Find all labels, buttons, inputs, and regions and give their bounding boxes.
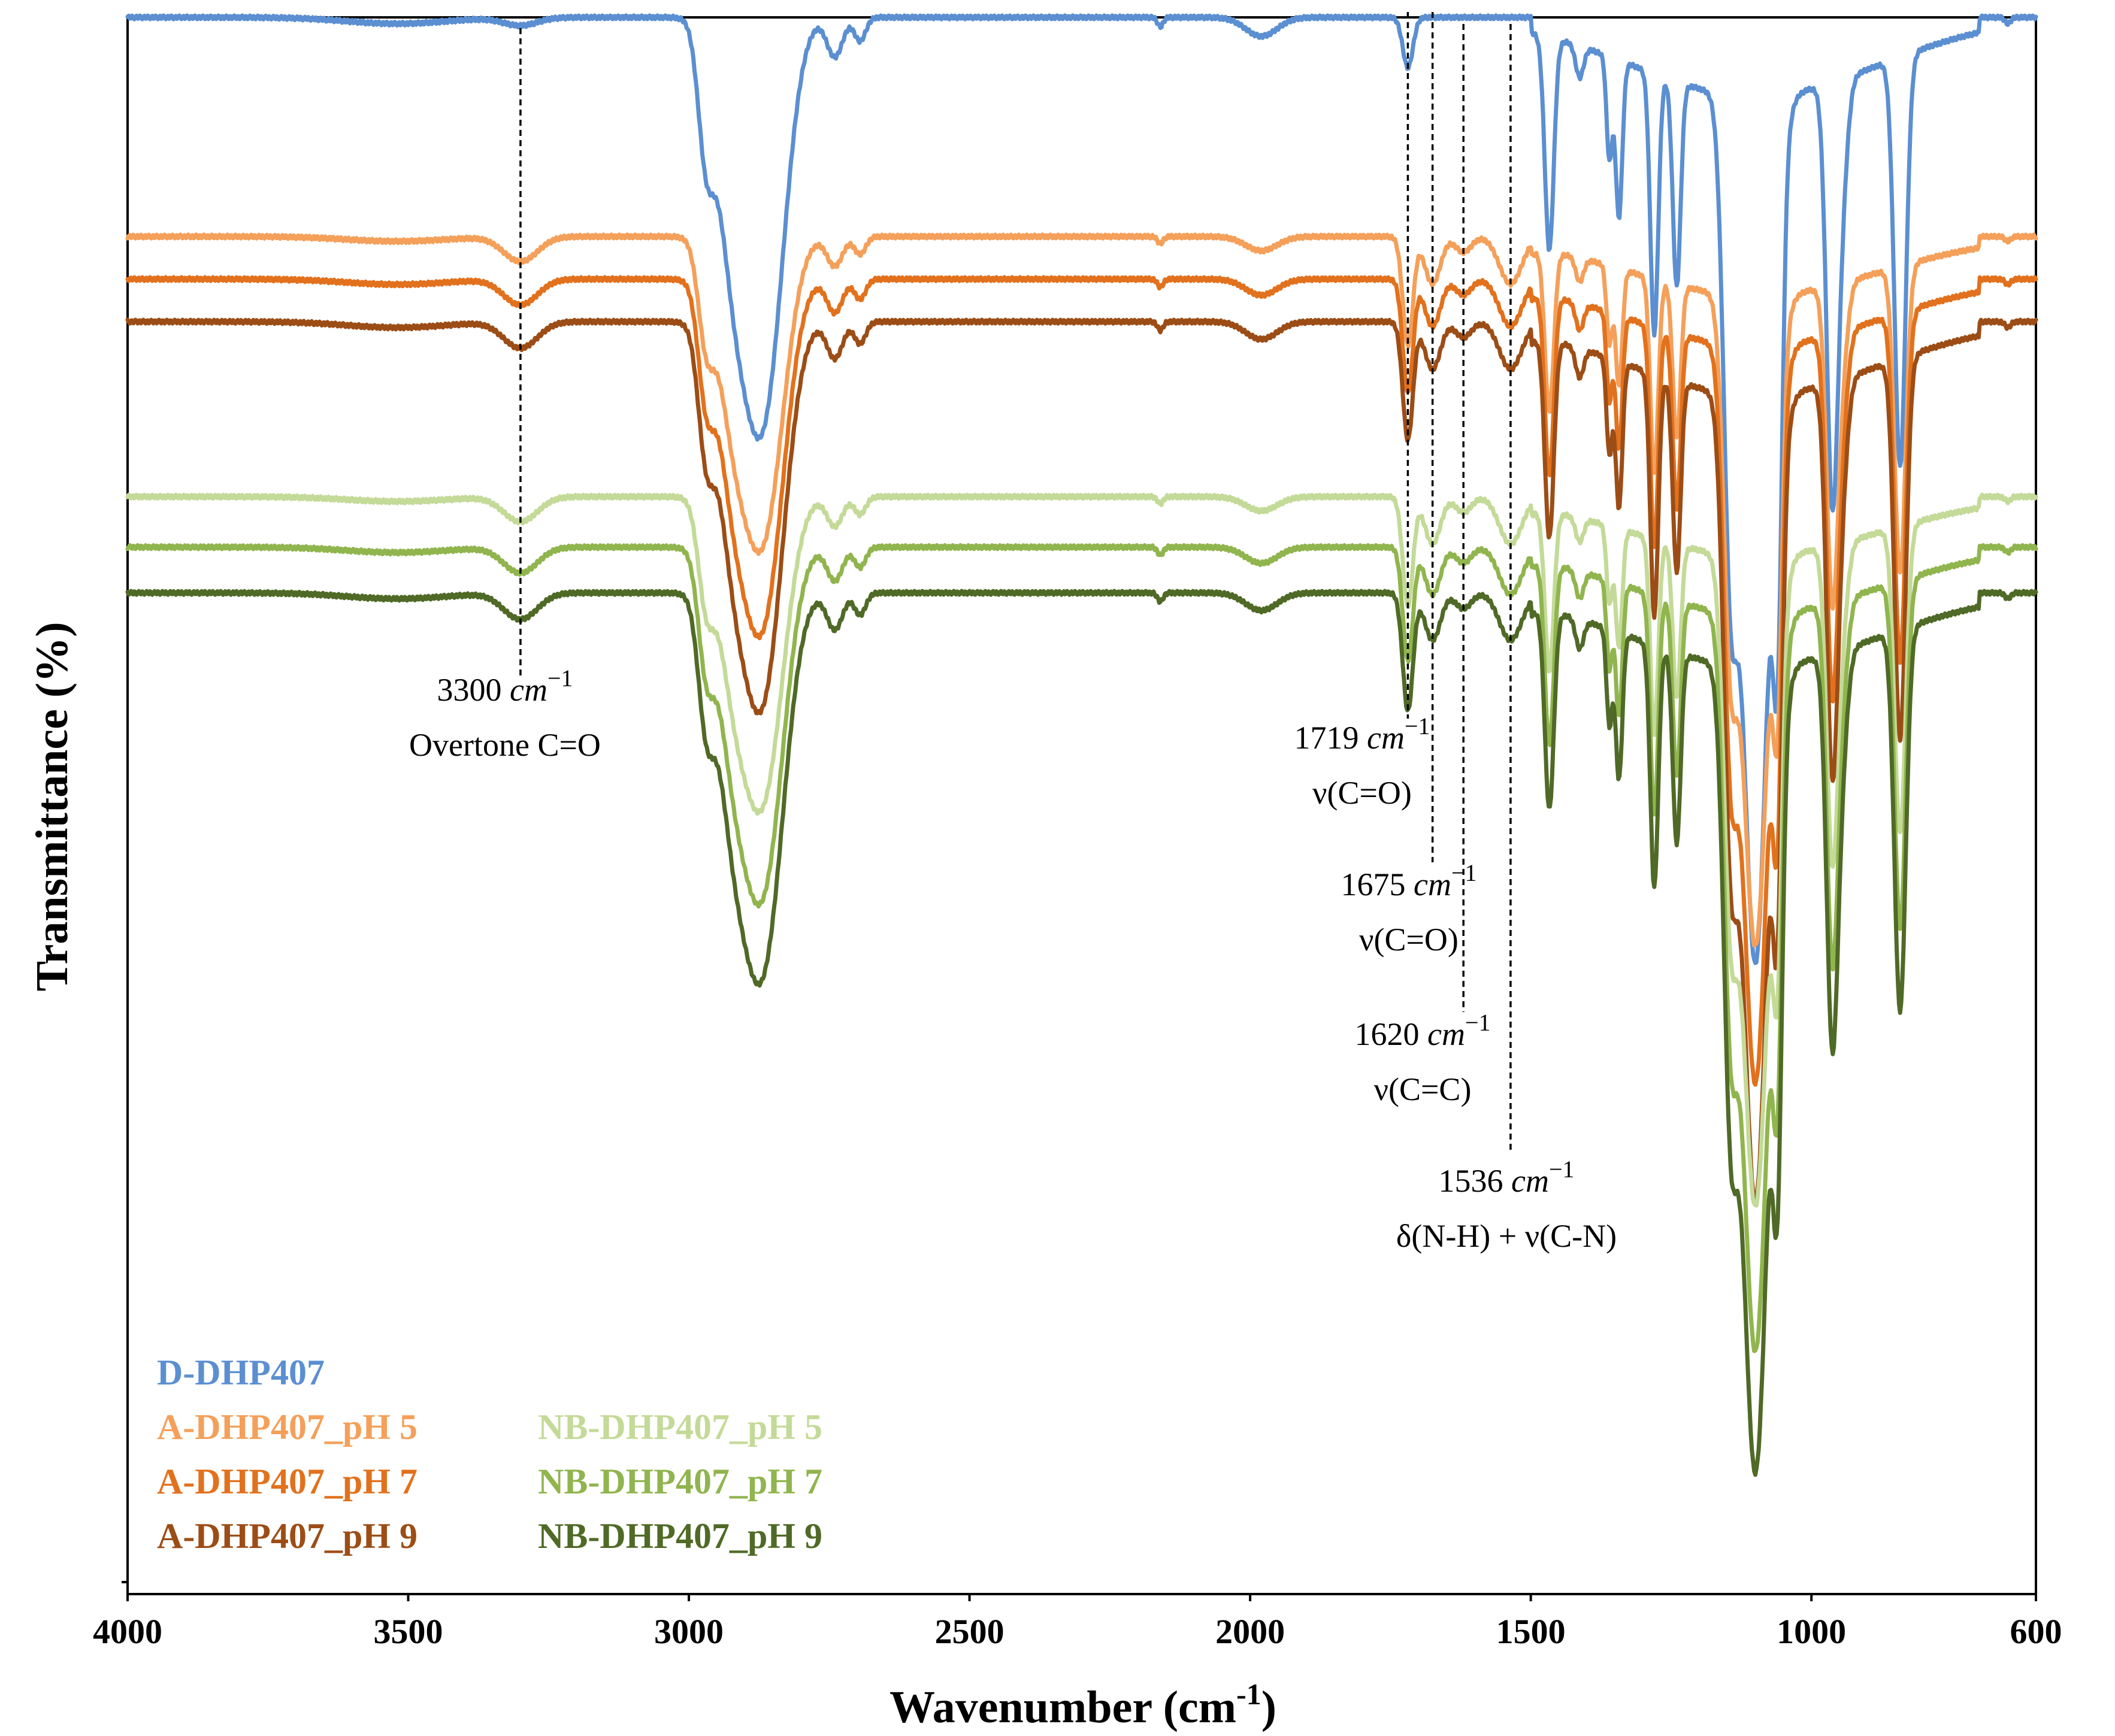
annotation-labels: 3300 cm−1 Overtone C=O 1719 cm−1 ν(C=O) 1675… (409, 665, 1617, 1254)
legend-entry-6: NB-DHP407_pH 7 (538, 1462, 822, 1501)
series-line-2 (125, 232, 2038, 948)
series-line-5 (125, 492, 2038, 1208)
legend-entry-5: NB-DHP407_pH 5 (538, 1407, 822, 1447)
x-tick-label: 3000 (654, 1612, 724, 1651)
y-axis-title: Transmittance (%) (27, 622, 77, 991)
x-tick-label: 1500 (1496, 1612, 1566, 1651)
series-line-4 (125, 317, 2038, 1205)
legend-entry-3: A-DHP407_pH 7 (157, 1462, 417, 1501)
x-axis-title: Wavenumber (cm-1) (889, 1677, 1276, 1732)
legend-entry-2: A-DHP407_pH 5 (157, 1407, 417, 1447)
x-tick-label: 2500 (935, 1612, 1004, 1651)
x-axis-ticks: 4000 3500 3000 2500 2000 1500 1000 600 (93, 1594, 2062, 1651)
annotation-assignment-3300: Overtone C=O (409, 727, 601, 763)
x-tick-label: 2000 (1215, 1612, 1285, 1651)
series-line-3 (125, 275, 2038, 1087)
x-tick-label: 600 (2010, 1612, 2062, 1651)
legend-entry-1: D-DHP407 (157, 1353, 325, 1392)
x-tick-label: 1000 (1777, 1612, 1846, 1651)
annotation-assignment-1675: ν(C=O) (1359, 922, 1459, 958)
legend-entry-7: NB-DHP407_pH 9 (538, 1516, 822, 1556)
plot-area-frame (126, 16, 2037, 1595)
x-axis-title-end: ) (1261, 1682, 1276, 1732)
annotation-wavenumber-1675: 1675 cm−1 (1341, 859, 1476, 902)
x-tick-label: 4000 (93, 1612, 162, 1651)
annotation-wavenumber-1719: 1719 cm−1 (1294, 713, 1430, 756)
annotation-assignment-1536: δ(N-H) + ν(C-N) (1396, 1218, 1617, 1254)
legend-entry-4: A-DHP407_pH 9 (157, 1516, 417, 1556)
x-axis-title-main: Wavenumber (cm (889, 1682, 1236, 1732)
series-line-6 (125, 543, 2038, 1353)
x-axis-title-sup: -1 (1236, 1677, 1261, 1711)
annotation-assignment-1620: ν(C=C) (1374, 1071, 1472, 1107)
annotation-wavenumber-3300: 3300 cm−1 (437, 665, 573, 708)
annotation-wavenumber-1620: 1620 cm−1 (1354, 1009, 1490, 1052)
annotation-assignment-1719: ν(C=O) (1312, 775, 1412, 811)
series-line-1 (125, 13, 2038, 965)
annotation-wavenumber-1536: 1536 cm−1 (1438, 1156, 1574, 1199)
annotation-guides (519, 12, 1512, 1153)
legend: D-DHP407 A-DHP407_pH 5 A-DHP407_pH 7 A-DHP4… (157, 1353, 822, 1556)
series-line-7 (125, 589, 2038, 1477)
x-tick-label: 3500 (374, 1612, 443, 1651)
series-group (125, 13, 2038, 1477)
